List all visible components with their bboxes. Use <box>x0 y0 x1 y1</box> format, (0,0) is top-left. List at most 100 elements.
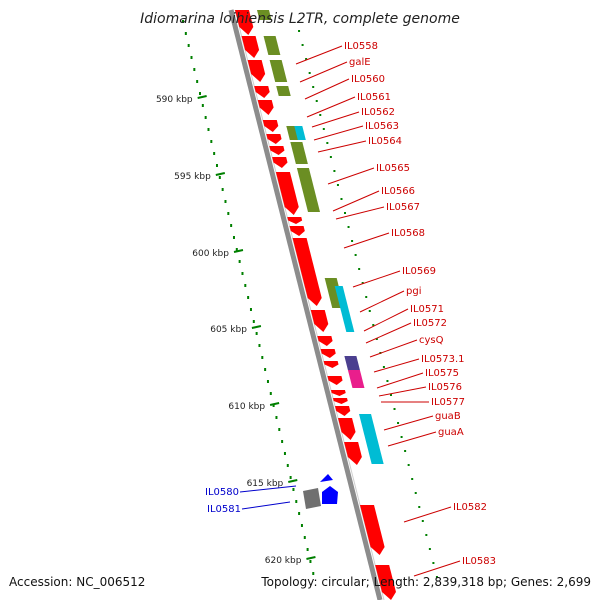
track-dot <box>432 562 435 564</box>
cog-feature <box>344 356 360 370</box>
scale-dot <box>230 224 233 227</box>
accession-text: Accession: NC_006512 <box>9 575 145 589</box>
feature-track-dotted-line <box>298 30 438 578</box>
gene-label[interactable]: guaB <box>435 411 461 422</box>
track-dot <box>340 198 343 200</box>
track-dot <box>326 142 329 144</box>
track-dot <box>329 156 332 158</box>
gene-leader-line <box>317 140 367 153</box>
gene-leader-line <box>363 308 409 332</box>
track-dot <box>298 30 301 32</box>
track-dot <box>425 534 428 536</box>
gene-leader-line <box>352 270 401 288</box>
gene-label[interactable]: IL0567 <box>386 202 420 213</box>
cds-arrow <box>235 10 254 35</box>
gene-leader-line <box>369 339 418 358</box>
cog-feature <box>294 126 306 140</box>
cog-feature <box>296 168 321 212</box>
gene-label[interactable]: IL0563 <box>365 121 399 132</box>
kbp-tick <box>233 249 244 253</box>
kbp-tick <box>251 325 262 329</box>
gene-leader-line <box>335 206 385 220</box>
scale-dot <box>198 92 201 95</box>
rna-feature <box>322 486 338 504</box>
scale-dot <box>252 320 255 323</box>
gene-label[interactable]: IL0561 <box>357 92 391 103</box>
scale-dot <box>278 428 281 431</box>
track-dot <box>358 268 361 270</box>
gene-label[interactable]: IL0576 <box>428 382 462 393</box>
track-dot <box>393 408 396 410</box>
scale-dot <box>201 104 204 107</box>
gene-leader-line <box>359 290 405 313</box>
gene-label[interactable]: galE <box>349 57 371 68</box>
gene-label[interactable]: IL0580 <box>205 487 239 498</box>
kbp-tick <box>197 95 207 99</box>
gene-label[interactable]: IL0573.1 <box>421 354 465 365</box>
track-dot <box>308 72 311 74</box>
scale-dot <box>207 128 210 131</box>
gene-label[interactable]: pgi <box>406 286 421 297</box>
gene-label[interactable]: IL0577 <box>431 397 465 408</box>
track-dot <box>397 422 400 424</box>
track-dot <box>389 394 392 396</box>
scale-dot <box>249 308 252 311</box>
scale-dot <box>272 404 275 407</box>
gene-label[interactable]: IL0560 <box>351 74 385 85</box>
gene-label[interactable]: IL0566 <box>381 186 415 197</box>
genome-title: Idiomarina loihiensis L2TR, complete gen… <box>140 11 460 27</box>
gene-label[interactable]: guaA <box>438 427 464 438</box>
cds-arrow <box>269 146 285 155</box>
gene-label[interactable]: IL0572 <box>413 318 447 329</box>
track-dot <box>382 366 385 368</box>
scale-dot <box>232 236 235 239</box>
track-dot <box>351 240 354 242</box>
kbp-label: 595 kbp <box>174 172 211 182</box>
gene-leader-line <box>343 232 390 249</box>
scale-dot <box>266 380 269 383</box>
track-dot <box>301 44 304 46</box>
scale-dot <box>218 176 221 179</box>
scale-dot <box>190 56 193 59</box>
track-dot <box>421 520 424 522</box>
track-dot <box>365 296 368 298</box>
scale-dotted-line <box>182 20 315 575</box>
gene-label[interactable]: IL0568 <box>391 228 425 239</box>
cds-arrow <box>323 361 339 368</box>
gene-label[interactable]: IL0571 <box>410 304 444 315</box>
scale-dot <box>295 500 298 503</box>
scale-dot <box>204 116 207 119</box>
gene-label[interactable]: IL0564 <box>368 136 402 147</box>
scale-dot <box>286 464 289 467</box>
gene-label[interactable]: IL0575 <box>425 368 459 379</box>
gene-leader-line <box>241 501 291 510</box>
gene-label[interactable]: IL0581 <box>207 504 241 515</box>
scale-dot <box>306 548 309 551</box>
track-dot <box>312 86 315 88</box>
track-dot <box>386 380 389 382</box>
gene-leader-line <box>383 415 434 431</box>
cds-arrow <box>338 418 356 440</box>
gene-label[interactable]: IL0569 <box>402 266 436 277</box>
cds-arrow <box>272 157 288 168</box>
gene-label[interactable]: IL0558 <box>344 41 378 52</box>
track-dot <box>375 338 378 340</box>
track-dot <box>361 282 364 284</box>
cds-feature-track <box>235 10 396 600</box>
gene-label[interactable]: IL0583 <box>462 556 496 567</box>
gene-leader-line <box>239 485 297 493</box>
scale-dot <box>303 536 306 539</box>
gene-label[interactable]: IL0565 <box>376 163 410 174</box>
gene-label[interactable]: cysQ <box>419 335 444 346</box>
cog-feature <box>263 36 281 55</box>
genome-backbone <box>228 9 385 600</box>
track-dot <box>315 100 318 102</box>
gene-label[interactable]: IL0562 <box>361 107 395 118</box>
rna-feature <box>320 474 333 482</box>
kbp-label: 605 kbp <box>210 325 247 335</box>
cds-arrow <box>289 226 305 236</box>
cog-feature <box>347 370 365 388</box>
gene-label[interactable]: IL0582 <box>453 502 487 513</box>
gene-leader-line <box>313 125 364 141</box>
